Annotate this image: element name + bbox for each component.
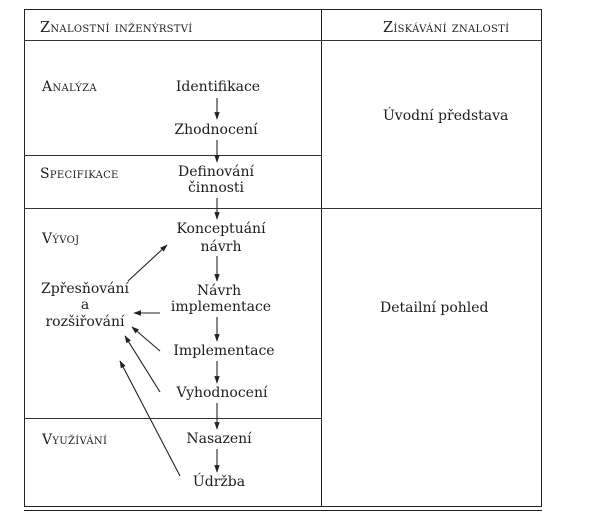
- header-knowledge-engineering: Znalostní inženýrství: [40, 20, 193, 36]
- arrow-implementation-to-refinement: [131, 326, 161, 352]
- diagram-frame: [24, 9, 542, 507]
- column-divider: [321, 9, 322, 507]
- step-deployment: Nasazení: [186, 431, 252, 447]
- arrow-refinement-to-conceptual: [127, 244, 168, 282]
- step-impl-design-line1: Návrh: [196, 283, 242, 299]
- analysis-divider: [24, 155, 321, 156]
- refinement-line3: rozšiřování: [45, 314, 125, 330]
- phase-specification: Specifikace: [40, 166, 119, 182]
- refinement-line2: a: [80, 297, 90, 313]
- phase-development: Vývoj: [42, 231, 80, 247]
- step-assessment: Vyhodnocení: [176, 385, 268, 401]
- arrow-maintenance-to-refinement: [119, 360, 181, 477]
- header-knowledge-acquisition: Získávání znalostí: [383, 20, 510, 36]
- phase-usage: Využívání: [42, 432, 108, 448]
- phase-analysis: Analýza: [42, 79, 97, 95]
- step-impl-design-line2: implementace: [170, 299, 272, 315]
- arrow-assessment-to-refinement: [124, 335, 161, 393]
- step-conceptual-line2: návrh: [200, 239, 242, 255]
- header-divider: [24, 40, 542, 41]
- step-identification: Identifikace: [175, 79, 261, 95]
- specification-divider: [24, 208, 542, 209]
- step-conceptual-line1: Konceptuání: [176, 221, 266, 237]
- refinement-line1: Zpřesňování: [40, 281, 130, 297]
- step-definition-line1: Definování: [177, 164, 255, 180]
- development-divider: [24, 418, 321, 419]
- step-maintenance: Údržba: [192, 474, 246, 490]
- step-evaluation: Zhodnocení: [174, 122, 258, 138]
- step-definition-line2: činnosti: [187, 180, 245, 196]
- knowledge-initial-view: Úvodní představa: [383, 108, 509, 124]
- step-implementation: Implementace: [173, 343, 275, 359]
- bottom-rule: [24, 510, 542, 511]
- knowledge-detailed-view: Detailní pohled: [380, 300, 489, 316]
